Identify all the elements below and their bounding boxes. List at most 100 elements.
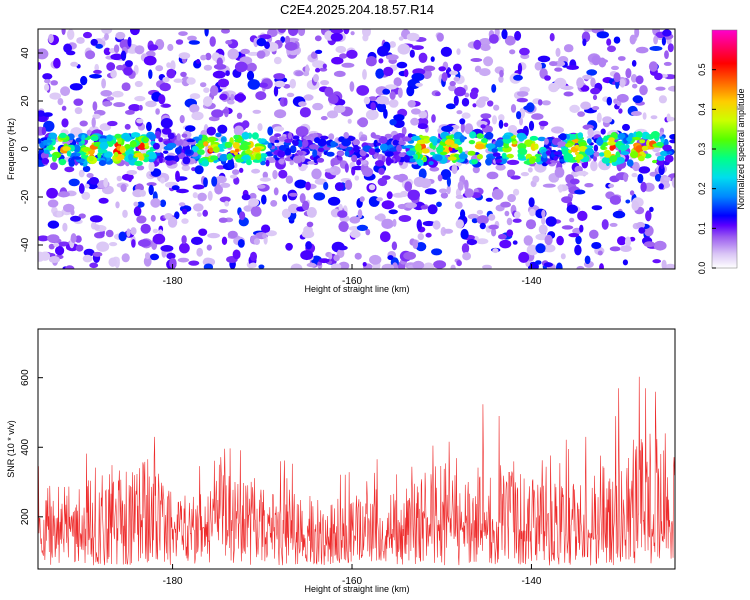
heatmap-noise-cell [460, 121, 465, 133]
heatmap-noise-cell [207, 232, 221, 239]
heatmap-signal-cell [48, 132, 58, 140]
heatmap-noise-cell [418, 168, 427, 179]
heatmap-signal-cell [207, 136, 217, 143]
heatmap-signal-cell [458, 146, 463, 154]
heatmap-noise-cell [441, 125, 454, 132]
heatmap-signal-cell [485, 157, 493, 166]
heatmap-noise-cell [620, 245, 632, 253]
heatmap-noise-cell [229, 174, 238, 179]
heatmap-noise-cell [542, 183, 556, 188]
heatmap-noise-cell [160, 245, 174, 252]
heatmap-signal-cell [297, 151, 304, 156]
heatmap-noise-cell [305, 181, 311, 191]
heatmap-signal-cell [615, 151, 621, 159]
heatmap-noise-cell [138, 239, 151, 247]
heatmap-noise-cell [642, 112, 647, 120]
snr-y-tick-label: 200 [20, 508, 31, 525]
heatmap-noise-cell [472, 103, 477, 108]
heatmap-noise-cell [415, 82, 423, 87]
heatmap-noise-cell [337, 210, 348, 218]
heatmap-noise-cell [516, 98, 528, 103]
heatmap-signal-cell [392, 139, 399, 146]
heatmap-noise-cell [535, 260, 542, 265]
heatmap-noise-cell [174, 211, 180, 220]
heatmap-signal-cell [147, 152, 157, 160]
heatmap-noise-cell [409, 49, 415, 58]
heatmap-noise-cell [47, 220, 60, 229]
heatmap-noise-cell [346, 49, 358, 59]
heatmap-y-ticks: -40 -20 0 20 40 [20, 47, 43, 252]
heatmap-signal-cell [43, 139, 53, 143]
heatmap-noise-cell [258, 82, 268, 88]
heatmap-noise-cell [236, 112, 243, 120]
heatmap-noise-cell [256, 38, 267, 47]
heatmap-noise-cell [401, 126, 407, 136]
heatmap-noise-cell [467, 213, 479, 220]
heatmap-noise-cell [416, 219, 422, 231]
heatmap-noise-cell [472, 166, 480, 174]
heatmap-noise-cell [616, 93, 629, 103]
heatmap-noise-cell [475, 98, 486, 108]
heatmap-signal-cell [498, 157, 508, 165]
heatmap-noise-cell [82, 254, 93, 263]
heatmap-noise-cell [356, 224, 368, 231]
heatmap-noise-cell [491, 84, 497, 93]
heatmap-noise-cell [124, 123, 131, 130]
heatmap-noise-cell [262, 233, 267, 239]
heatmap-noise-cell [422, 220, 436, 227]
heatmap-noise-cell [64, 166, 75, 173]
colorbar-tick-label: 0.0 [697, 262, 707, 275]
heatmap-noise-cell [580, 101, 591, 110]
heatmap-noise-cell [616, 101, 622, 107]
heatmap-noise-cell [561, 196, 573, 204]
heatmap-noise-cell [310, 51, 318, 59]
heatmap-noise-cell [343, 29, 350, 35]
heatmap-noise-cell [397, 87, 403, 99]
heatmap-noise-cell [589, 229, 599, 239]
heatmap-noise-cell [440, 46, 452, 57]
heatmap-signal-cell [468, 140, 476, 145]
heatmap-noise-cell [344, 163, 349, 173]
heatmap-noise-cell [74, 107, 83, 115]
heatmap-noise-cell [446, 176, 451, 187]
heatmap-signal-cell [252, 147, 262, 153]
heatmap-noise-cell [255, 91, 267, 101]
heatmap-signal-cell [421, 148, 430, 154]
heatmap-noise-cell [249, 262, 257, 268]
heatmap-noise-cell [443, 228, 454, 234]
heatmap-noise-cell [356, 85, 370, 96]
heatmap-noise-cell [479, 222, 486, 230]
heatmap-noise-cell [70, 209, 75, 216]
heatmap-noise-cell [95, 43, 103, 49]
heatmap-noise-cell [106, 62, 116, 72]
heatmap-noise-cell [520, 172, 530, 177]
heatmap-noise-cell [86, 173, 94, 178]
heatmap-noise-cell [652, 259, 661, 264]
heatmap-noise-cell [118, 231, 127, 242]
heatmap-signal-cell [553, 155, 558, 161]
heatmap-noise-cell [464, 123, 474, 135]
heatmap-noise-cell [389, 41, 396, 48]
heatmap-noise-cell [123, 66, 133, 76]
heatmap-signal-cell [252, 159, 262, 163]
heatmap-noise-cell [482, 264, 492, 269]
heatmap-noise-cell [514, 211, 521, 219]
heatmap-noise-cell [211, 109, 224, 118]
heatmap-noise-cell [543, 262, 553, 268]
heatmap-noise-cell [227, 99, 235, 105]
heatmap-signal-cell [615, 160, 622, 165]
heatmap-signal-cell [81, 134, 86, 140]
heatmap-y-tick-label: 0 [20, 146, 31, 152]
heatmap-noise-cell [663, 61, 672, 66]
heatmap-signal-cell [501, 152, 507, 159]
heatmap-noise-cell [667, 43, 674, 53]
heatmap-signal-cell [158, 156, 163, 164]
heatmap-noise-cell [607, 45, 616, 53]
heatmap-noise-cell [376, 102, 387, 113]
heatmap-noise-cell [583, 29, 594, 32]
heatmap-noise-cell [320, 116, 328, 121]
heatmap-noise-cell [658, 183, 664, 190]
heatmap-noise-cell [491, 188, 504, 200]
heatmap-noise-cell [513, 74, 523, 81]
heatmap-signal-cell [402, 136, 412, 142]
